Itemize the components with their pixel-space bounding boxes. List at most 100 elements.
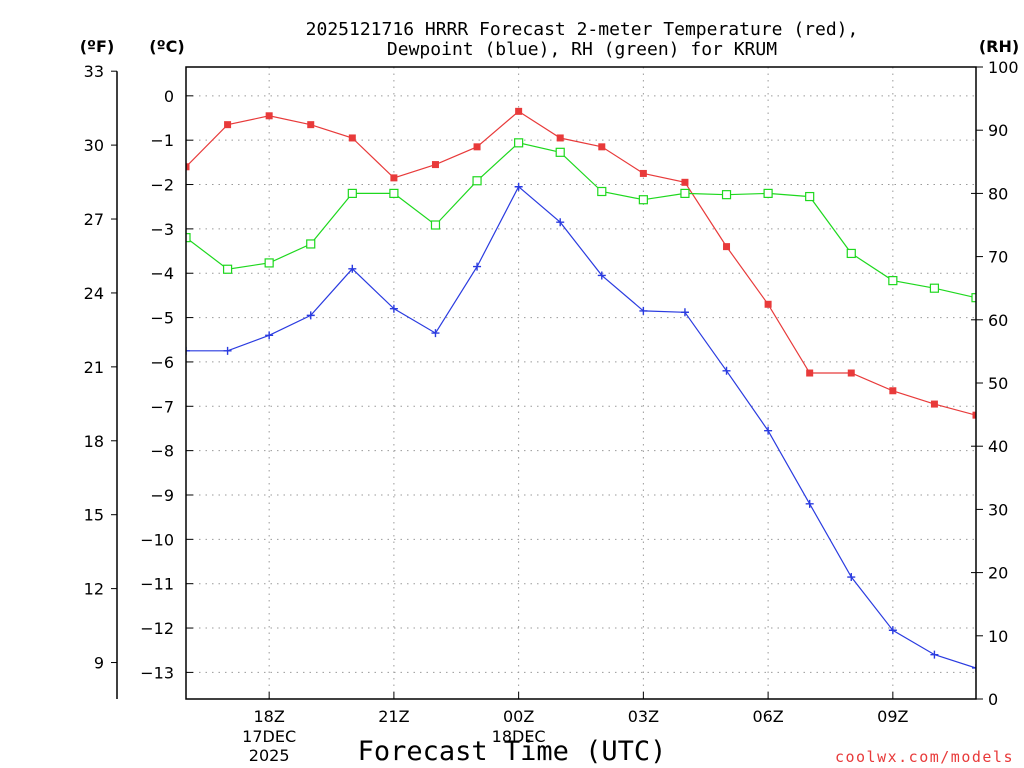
- temperature-point: [307, 121, 315, 129]
- chart-title-line2: Dewpoint (blue), RH (green) for KRUM: [387, 39, 777, 60]
- dewpoint-point: [431, 329, 440, 338]
- celsius-tick-label: −5: [150, 309, 174, 328]
- x-tick-label: 06Z: [752, 707, 783, 726]
- temperature-point: [598, 143, 606, 151]
- dewpoint-point: [847, 573, 856, 582]
- dewpoint-point: [223, 346, 232, 355]
- dewpoint-point: [306, 311, 315, 320]
- plot-frame: [185, 66, 977, 700]
- x-tick-label: 03Z: [628, 707, 659, 726]
- rh-point: [721, 190, 732, 200]
- rh-tick-label: 20: [988, 564, 1008, 583]
- temperature-point: [681, 178, 689, 186]
- x-tick-date: 18DEC: [492, 727, 546, 746]
- rh-tick-label: 30: [988, 500, 1008, 519]
- celsius-tick-label: −1: [150, 131, 174, 150]
- x-tick-date: 17DEC: [242, 727, 296, 746]
- celsius-tick-label: −3: [150, 220, 174, 239]
- dewpoint-point: [805, 499, 814, 508]
- x-tick-label: 09Z: [877, 707, 908, 726]
- dewpoint-point: [473, 262, 482, 271]
- celsius-tick-label: −12: [140, 619, 174, 638]
- series-layer: [186, 107, 976, 672]
- temperature-point: [265, 112, 273, 120]
- rh-point: [763, 188, 773, 198]
- celsius-tick-label: −10: [140, 530, 174, 549]
- dewpoint-point: [348, 264, 357, 273]
- celsius-tick-label: 0: [164, 87, 174, 106]
- rh-point: [638, 195, 648, 205]
- rh-tick-label: 70: [988, 248, 1008, 267]
- rh-point: [597, 186, 607, 197]
- fahrenheit-tick-label: 18: [84, 432, 104, 451]
- rh-point: [347, 188, 357, 198]
- fahrenheit-tick-label: 33: [84, 62, 104, 81]
- celsius-tick-label: −6: [150, 353, 174, 372]
- rh-point: [846, 248, 856, 259]
- temperature-point: [348, 134, 356, 142]
- temperature-point: [972, 411, 976, 419]
- x-axis-label: Forecast Time (UTC): [358, 736, 667, 767]
- dewpoint-point: [972, 663, 976, 672]
- rh-tick-label: 80: [988, 184, 1008, 203]
- dewpoint-point: [639, 306, 648, 315]
- celsius-unit-label: (ºC): [149, 37, 184, 56]
- temperature-point: [556, 134, 564, 142]
- rh-point: [264, 258, 274, 268]
- temperature-point: [889, 387, 897, 395]
- temperature-point: [186, 163, 190, 171]
- dewpoint-line: [186, 185, 976, 669]
- rh-point: [306, 239, 316, 249]
- dewpoint-point: [764, 426, 773, 435]
- x-tick-label: 18Z: [253, 707, 284, 726]
- rh-tick-label: 10: [988, 627, 1008, 646]
- dewpoint-series: [186, 182, 976, 672]
- rh-tick-label: 60: [988, 311, 1008, 330]
- fahrenheit-tick-label: 27: [84, 210, 104, 229]
- rh-point: [430, 220, 441, 230]
- rh-tick-label: 0: [988, 690, 998, 709]
- x-tick-year: 2025: [249, 746, 290, 765]
- fahrenheit-unit-label: (ºF): [80, 37, 115, 56]
- temperature-point: [639, 169, 647, 177]
- dewpoint-point: [597, 271, 606, 280]
- celsius-tick-label: −11: [140, 575, 174, 594]
- celsius-axis: 0 −1 −2 −3 −4 −5 −6 −7 −8 −9 −10 −11 −12 −13: [140, 87, 193, 682]
- temperature-point: [764, 300, 772, 308]
- rh-tick-label: 100: [988, 58, 1019, 77]
- temperature-point: [224, 121, 232, 129]
- temperature-point: [473, 143, 481, 151]
- fahrenheit-axis: 33 30 27 24 21 18 15 12 9: [84, 62, 118, 699]
- dewpoint-point: [514, 182, 523, 191]
- celsius-tick-label: −7: [150, 397, 174, 416]
- rh-point: [805, 191, 815, 202]
- fahrenheit-tick-label: 24: [84, 284, 104, 303]
- rh-point: [680, 188, 690, 198]
- rh-point: [929, 283, 940, 293]
- celsius-tick-label: −8: [150, 442, 174, 461]
- temperature-point: [930, 400, 938, 408]
- rh-point: [971, 293, 976, 303]
- rh-point: [888, 276, 898, 286]
- dewpoint-point: [930, 650, 939, 659]
- rh-point: [186, 233, 191, 243]
- rh-tick-label: 50: [988, 374, 1008, 393]
- dewpoint-point: [556, 218, 565, 227]
- celsius-tick-label: −9: [150, 486, 174, 505]
- rh-unit-label: (RH): [979, 37, 1019, 56]
- temperature-line: [186, 110, 976, 416]
- dewpoint-point: [680, 308, 689, 317]
- temperature-point: [806, 369, 814, 377]
- x-tick-label: 00Z: [503, 707, 534, 726]
- dewpoint-point: [888, 626, 897, 635]
- temperature-point: [390, 174, 398, 182]
- rh-tick-label: 90: [988, 121, 1008, 140]
- rh-series: [186, 138, 976, 303]
- watermark: coolwx.com/models: [835, 748, 1014, 766]
- fahrenheit-tick-label: 30: [84, 136, 104, 155]
- celsius-tick-label: −4: [150, 264, 174, 283]
